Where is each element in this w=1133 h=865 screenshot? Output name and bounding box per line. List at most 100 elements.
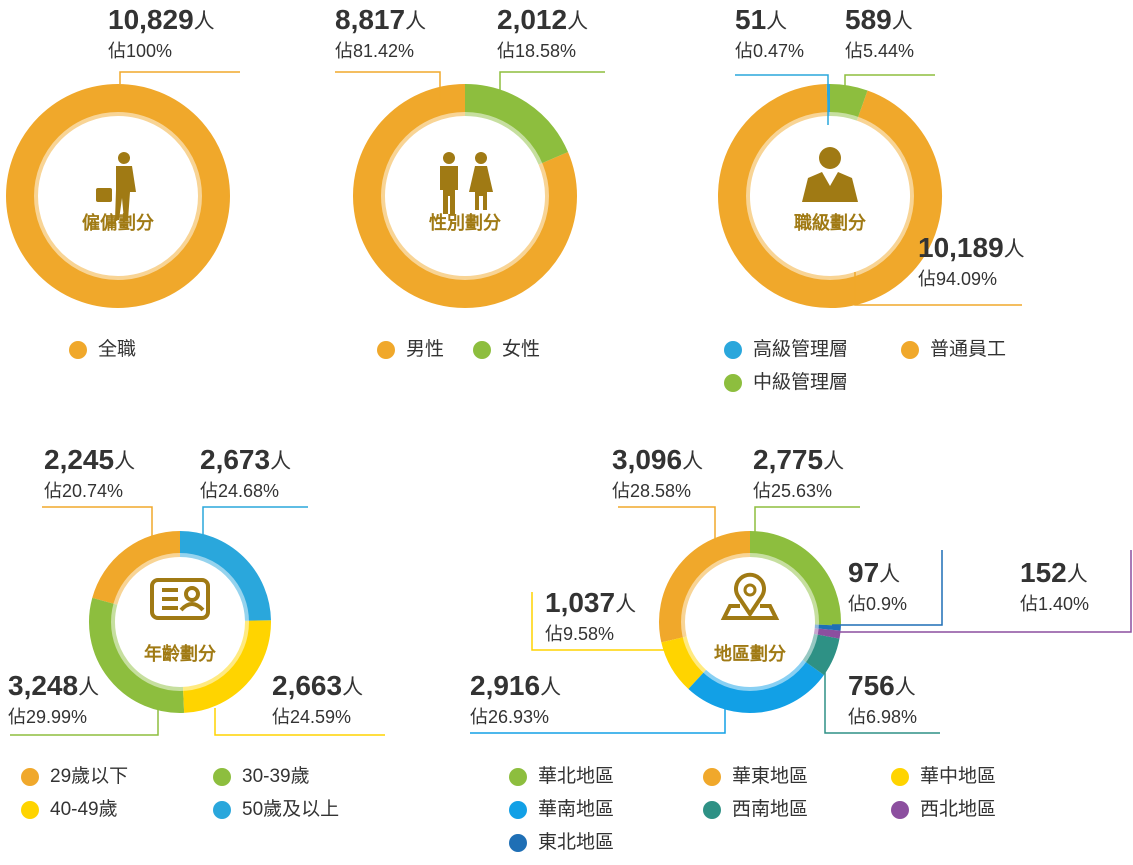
slice	[92, 531, 181, 606]
inner-ring	[381, 112, 549, 280]
value: 2,673	[200, 444, 270, 475]
value-label: 2,245人	[44, 444, 135, 475]
legend-dot	[213, 801, 231, 819]
icon	[443, 152, 455, 164]
legend-label: 女性	[502, 338, 540, 360]
icon	[184, 586, 200, 602]
value: 3,248	[8, 670, 78, 701]
icon	[802, 172, 858, 202]
legend-label: 華北地區	[538, 765, 614, 787]
icon	[469, 166, 493, 210]
legend-dot	[901, 341, 919, 359]
unit: 人	[682, 450, 703, 473]
icon	[720, 604, 780, 620]
slice	[659, 531, 751, 643]
leader-line	[832, 550, 943, 626]
legend-label: 高級管理層	[753, 338, 848, 360]
leader-line	[844, 74, 935, 112]
unit: 人	[567, 10, 588, 33]
value: 2,663	[272, 670, 342, 701]
icon	[115, 166, 136, 220]
unit: 人	[879, 563, 900, 586]
unit: 人	[270, 450, 291, 473]
center-label: 僱傭劃分	[82, 212, 154, 233]
value-label: 10,829人	[108, 4, 215, 35]
value-label: 2,012人	[497, 4, 588, 35]
legend-dot	[703, 801, 721, 819]
value: 2,916	[470, 670, 540, 701]
unit: 人	[1004, 238, 1025, 261]
value: 756	[848, 670, 895, 701]
slice	[718, 84, 942, 308]
value: 1,037	[545, 587, 615, 618]
legend-dot	[891, 801, 909, 819]
leader-line	[470, 708, 726, 734]
unit: 人	[194, 10, 215, 33]
share-label: 佔0.9%	[848, 594, 907, 614]
slice	[464, 84, 569, 166]
slice	[829, 84, 868, 121]
legend-label: 40-49歲	[50, 798, 118, 820]
leader-line	[10, 708, 159, 736]
slice	[813, 628, 841, 639]
legend-dot	[509, 834, 527, 852]
legend-dot	[891, 768, 909, 786]
leader-line	[335, 71, 441, 100]
share-label: 佔81.42%	[335, 41, 414, 61]
share-label: 佔24.59%	[272, 707, 351, 727]
leader-line	[42, 506, 153, 540]
unit: 人	[342, 676, 363, 699]
inner-ring	[746, 112, 914, 280]
leader-line	[531, 592, 665, 651]
share-label: 佔0.47%	[735, 41, 804, 61]
center-label: 地區劃分	[714, 643, 786, 664]
icon	[734, 572, 766, 618]
value: 2,775	[753, 444, 823, 475]
value: 589	[845, 4, 892, 35]
legend-dot	[724, 341, 742, 359]
slice	[802, 633, 840, 676]
leader-line	[202, 506, 308, 535]
value-label: 2,673人	[200, 444, 291, 475]
value-label: 51人	[735, 4, 787, 35]
share-label: 佔1.40%	[1020, 594, 1089, 614]
share-label: 佔29.99%	[8, 707, 87, 727]
legend-dot	[473, 341, 491, 359]
legend-dot	[724, 374, 742, 392]
value: 152	[1020, 557, 1067, 588]
value: 8,817	[335, 4, 405, 35]
share-label: 佔94.09%	[918, 269, 997, 289]
leader-line	[499, 71, 605, 95]
legend-label: 30-39歲	[242, 765, 310, 787]
slice	[179, 531, 271, 622]
icon	[118, 152, 130, 164]
leader-line	[618, 506, 716, 540]
leader-line	[754, 506, 860, 535]
leader-line	[214, 708, 385, 736]
legend-dot	[21, 801, 39, 819]
unit: 人	[823, 450, 844, 473]
legend-label: 華東地區	[732, 765, 808, 787]
unit: 人	[405, 10, 426, 33]
share-label: 佔28.58%	[612, 481, 691, 501]
value: 51	[735, 4, 766, 35]
value: 3,096	[612, 444, 682, 475]
unit: 人	[615, 593, 636, 616]
unit: 人	[892, 10, 913, 33]
legend-label: 29歲以下	[50, 765, 128, 787]
value-label: 152人	[1020, 557, 1088, 588]
legend-label: 男性	[406, 338, 444, 360]
icon	[819, 147, 841, 169]
donut-chart: 職級劃分51人佔0.47%高級管理層10,189人佔94.09%普通員工589人…	[718, 4, 1025, 393]
legend-label: 西北地區	[920, 798, 996, 820]
legend-dot	[377, 341, 395, 359]
icon	[162, 588, 178, 610]
leader-line	[119, 71, 240, 84]
unit: 人	[895, 676, 916, 699]
value-label: 2,916人	[470, 670, 561, 701]
legend-dot	[213, 768, 231, 786]
unit: 人	[540, 676, 561, 699]
icon	[150, 578, 210, 620]
